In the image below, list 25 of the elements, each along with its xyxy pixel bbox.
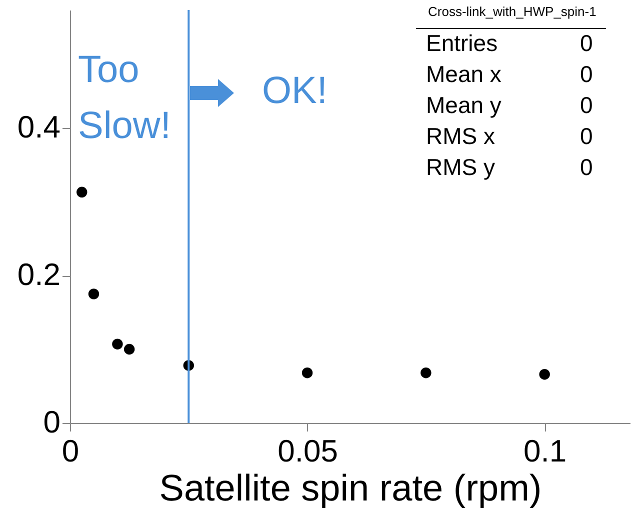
annotation: 0: [580, 123, 593, 150]
annotation: 0: [580, 61, 593, 88]
y-tick-label: 0: [43, 404, 60, 440]
annotation: Entries: [426, 30, 498, 57]
annotation: 0: [580, 30, 593, 57]
x-tick-label: 0.05: [278, 434, 338, 468]
point: [76, 186, 88, 198]
point: [88, 288, 100, 300]
y-tick-label: 0.4: [17, 110, 60, 144]
annotation: RMS x: [426, 123, 495, 150]
annotation: OK!: [262, 70, 328, 113]
x-tick-label: 0.1: [524, 434, 567, 468]
annotation: Mean x: [426, 61, 502, 88]
point: [420, 368, 432, 378]
annotation: Mean y: [426, 92, 502, 119]
y-tick-label: 0.2: [17, 257, 60, 292]
annotation: RMS y: [426, 154, 495, 181]
point: [539, 368, 550, 380]
annotation: 0: [580, 92, 593, 119]
point: [124, 344, 135, 355]
point: [302, 368, 313, 378]
annotation: Too Slow!: [78, 48, 172, 149]
annotation: 0: [580, 154, 593, 181]
annotation: Cross-link_with_HWP_spin-1: [424, 4, 600, 19]
point: [112, 338, 123, 350]
